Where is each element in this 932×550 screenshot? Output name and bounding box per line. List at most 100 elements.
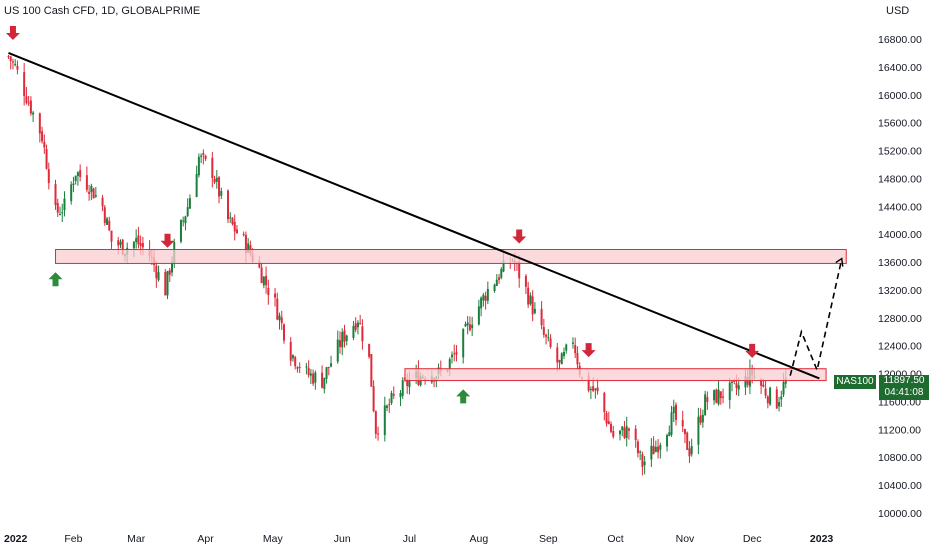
candle-body [383, 405, 386, 435]
candle-body [731, 381, 733, 383]
candle-body [399, 393, 402, 398]
candle-body [670, 412, 673, 435]
trendline [8, 52, 820, 380]
candles [7, 54, 787, 476]
candle-body [722, 396, 725, 398]
arrow-down-icon [160, 233, 175, 248]
candle-body [103, 207, 106, 223]
candle-body [345, 335, 348, 342]
candle-body [737, 385, 740, 390]
candle-body [186, 207, 189, 217]
candle-body [545, 334, 548, 337]
y-tick-label: 10800.00 [878, 452, 922, 464]
x-tick-label: 2023 [810, 533, 834, 545]
candle-body [155, 265, 158, 279]
candle-body [451, 354, 453, 358]
candle-body [704, 394, 707, 416]
candle-body [690, 446, 693, 455]
y-tick-label: 10000.00 [878, 508, 922, 520]
candle-body [54, 184, 57, 206]
candle-body [356, 322, 359, 328]
candle-body [386, 405, 389, 408]
candle-body [592, 386, 595, 391]
candle-body [197, 156, 200, 176]
candle-body [657, 446, 660, 453]
candle-body [589, 388, 592, 390]
candle-body [242, 233, 245, 235]
candle-body [327, 366, 330, 368]
candle-body [213, 178, 216, 183]
candle-body [719, 391, 722, 399]
candle-body [215, 177, 218, 182]
candle-body [486, 288, 489, 301]
candle-body [668, 432, 671, 437]
candle-body [780, 396, 783, 400]
candle-body [312, 373, 315, 384]
candle-body [484, 295, 487, 301]
candle-body [634, 428, 637, 441]
candle-body [16, 65, 19, 70]
candle-body [713, 390, 716, 401]
candle-body [556, 347, 559, 363]
candle-body [265, 275, 268, 286]
arrow-down-icon [5, 25, 20, 40]
candle-body [305, 366, 308, 368]
candle-body [330, 363, 333, 367]
candle-body [195, 174, 198, 197]
candle-body [408, 379, 411, 388]
candle-body [79, 170, 82, 177]
candle-body [9, 56, 12, 61]
candle-body [627, 428, 630, 431]
x-tick-label: 2022 [4, 533, 28, 545]
candle-body [63, 198, 66, 211]
candle-body [354, 323, 357, 330]
candle-body [339, 340, 341, 347]
candle-body [218, 177, 221, 197]
candle-body [760, 379, 763, 386]
price-badge: 11897.50 04:41:08 [879, 375, 929, 400]
arrow-down-icon [581, 343, 596, 358]
y-tick-label: 13600.00 [878, 257, 922, 269]
candle-body [706, 397, 709, 402]
candle-body [594, 388, 597, 390]
candle-body [524, 275, 527, 287]
y-tick-label: 12400.00 [878, 341, 922, 353]
y-axis: 16800.00 16400.00 16000.00 15600.00 15200.00… [878, 34, 922, 520]
candle-body [688, 448, 691, 457]
candle-body [90, 185, 93, 192]
symbol-badge: NAS100 [834, 375, 876, 389]
candle-body [735, 383, 738, 389]
candle-body [59, 214, 61, 216]
candle-body [406, 378, 409, 386]
candle-body [563, 352, 565, 357]
candle-body [547, 337, 550, 339]
candle-body [775, 389, 778, 409]
candle-body [188, 198, 191, 209]
candle-body [650, 445, 653, 460]
candle-body [769, 387, 772, 405]
candle-body [612, 430, 615, 437]
candle-body [74, 175, 77, 182]
candle-body [341, 332, 344, 348]
candle-body [157, 272, 160, 281]
support-zone [404, 368, 827, 382]
candle-body [368, 343, 371, 357]
candle-body [314, 372, 317, 383]
candle-body [291, 355, 294, 359]
candle-body [610, 423, 613, 432]
candle-body [25, 96, 28, 103]
candle-body [531, 296, 534, 315]
candle-body [623, 427, 626, 438]
x-tick-label: Sep [539, 533, 558, 545]
candle-body [171, 262, 173, 273]
candle-body [621, 426, 624, 431]
candle-body [258, 260, 261, 268]
candle-body [636, 441, 639, 454]
candle-body [540, 308, 543, 326]
candle-body [641, 454, 644, 467]
candle-body [110, 230, 113, 242]
candle-body [294, 357, 297, 367]
candle-body [462, 329, 465, 358]
candle-body [283, 324, 285, 341]
